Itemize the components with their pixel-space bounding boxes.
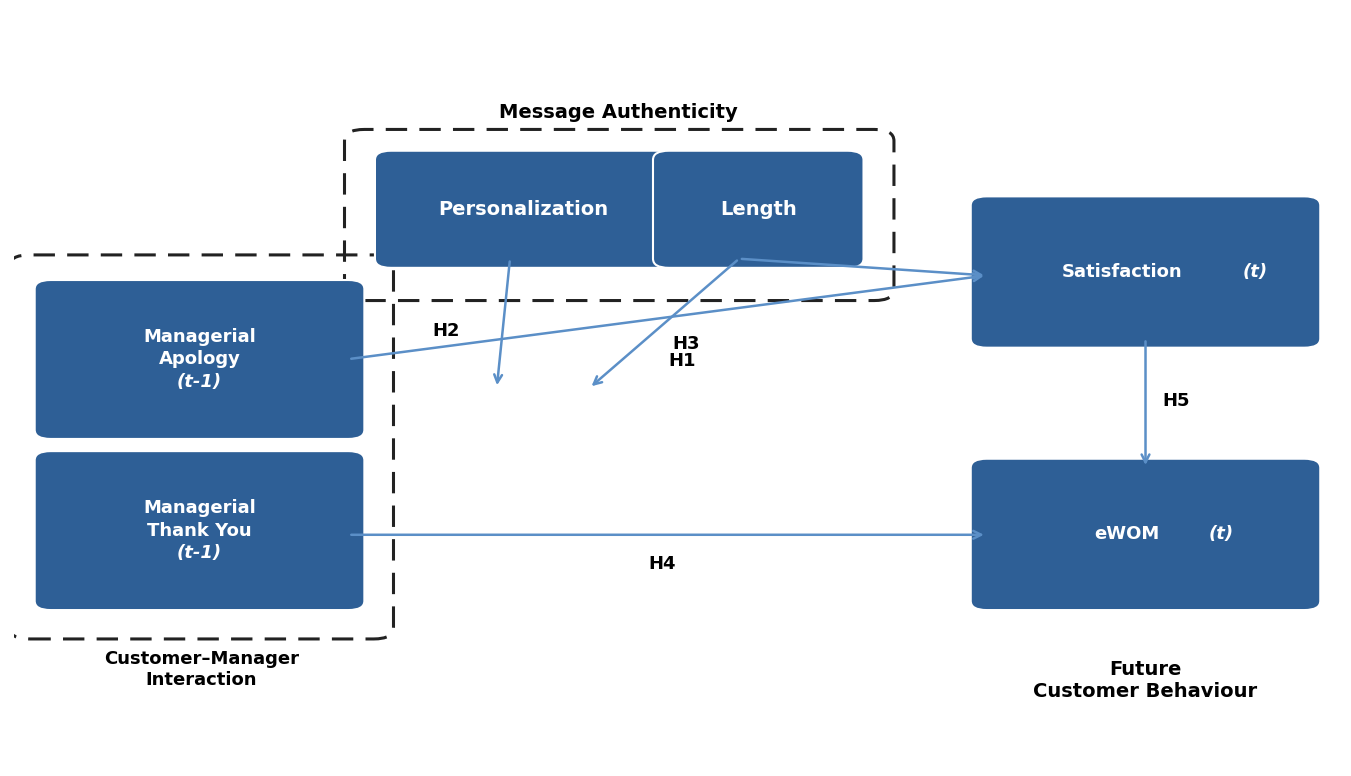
- Text: H4: H4: [648, 556, 676, 573]
- Text: Customer–Manager
Interaction: Customer–Manager Interaction: [104, 650, 299, 689]
- Text: (t): (t): [1243, 263, 1269, 281]
- Text: (t): (t): [1208, 525, 1233, 543]
- Text: Managerial: Managerial: [143, 327, 255, 345]
- Text: Managerial: Managerial: [143, 499, 255, 517]
- FancyBboxPatch shape: [971, 459, 1320, 610]
- FancyBboxPatch shape: [376, 151, 671, 268]
- Text: H5: H5: [1162, 392, 1190, 410]
- Text: Message Authenticity: Message Authenticity: [499, 103, 738, 122]
- FancyBboxPatch shape: [971, 196, 1320, 348]
- FancyBboxPatch shape: [653, 151, 863, 268]
- Text: H1: H1: [669, 352, 696, 370]
- Text: Length: Length: [720, 199, 797, 219]
- Text: Satisfaction: Satisfaction: [1062, 263, 1182, 281]
- FancyBboxPatch shape: [35, 280, 365, 439]
- Text: (t-1): (t-1): [177, 373, 222, 391]
- Text: Personalization: Personalization: [438, 199, 608, 219]
- Text: Apology: Apology: [158, 351, 240, 369]
- Text: Thank You: Thank You: [147, 521, 251, 539]
- Text: H3: H3: [673, 335, 700, 353]
- Text: H2: H2: [432, 322, 461, 340]
- FancyBboxPatch shape: [35, 451, 365, 610]
- Text: (t-1): (t-1): [177, 545, 222, 563]
- Text: eWOM: eWOM: [1094, 525, 1159, 543]
- Text: Future
Customer Behaviour: Future Customer Behaviour: [1034, 660, 1258, 702]
